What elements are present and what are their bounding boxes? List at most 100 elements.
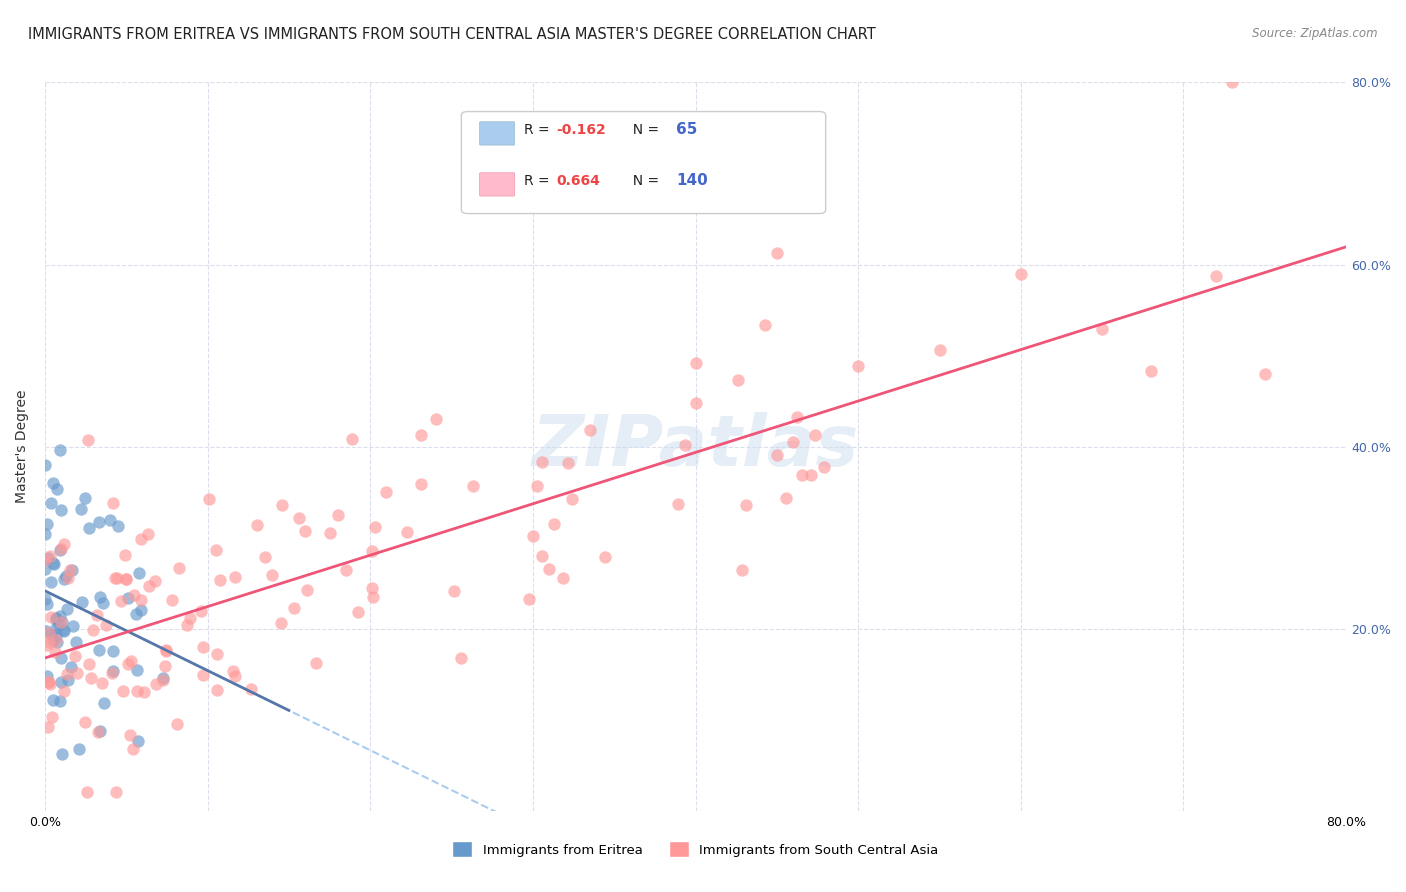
Point [35,638,58,652]
Point [120,654,142,668]
Point [49,542,72,557]
Point [1091,322,1114,336]
Point [138,579,160,593]
Point [101,496,124,510]
Text: N =: N = [624,174,664,188]
Point [335,563,357,577]
Point [93,596,115,610]
Point [766,246,789,260]
Point [39,574,62,589]
Point [73,714,96,729]
Point [44,558,66,572]
Point [52,537,75,551]
Point [735,498,758,512]
Point [450,651,472,665]
Point [125,684,148,698]
Point [136,527,159,541]
Point [1205,268,1227,283]
Point [112,683,135,698]
Point [409,428,432,442]
Point [89,724,111,739]
Point [727,373,749,387]
Point [246,518,269,533]
Point [41,632,63,647]
Point [152,671,174,685]
Point [1010,267,1032,281]
Point [67,742,90,756]
Point [846,359,869,374]
Point [35,669,58,683]
Point [782,434,804,449]
Point [51,675,73,690]
Y-axis label: Master's Degree: Master's Degree [15,390,30,503]
Point [100,666,122,681]
Point [38,634,60,648]
FancyBboxPatch shape [479,173,515,196]
Point [35,517,58,532]
Point [56,602,79,616]
Point [52,572,75,586]
Point [87,515,110,529]
Text: R =: R = [524,123,554,136]
Point [46,482,69,496]
Point [107,519,129,533]
Point [128,566,150,581]
Point [374,484,396,499]
Point [305,657,328,671]
Point [34,562,56,576]
Point [76,785,98,799]
Point [117,591,139,606]
Point [120,728,142,742]
Point [326,508,349,523]
Point [39,627,62,641]
Point [55,569,77,583]
Point [103,643,125,657]
Point [51,615,73,629]
Point [347,605,370,619]
Point [754,318,776,333]
Point [553,571,575,585]
Point [131,592,153,607]
Point [800,468,823,483]
Point [191,640,214,654]
Point [193,668,215,682]
Point [90,675,112,690]
Point [38,625,60,640]
Point [38,549,60,563]
Point [425,412,447,426]
Point [319,525,342,540]
Point [224,570,246,584]
Point [105,571,128,585]
Point [340,432,363,446]
Point [48,608,70,623]
Text: 0.664: 0.664 [557,174,600,188]
Point [134,685,156,699]
Text: N =: N = [624,123,664,136]
Point [790,467,813,482]
FancyBboxPatch shape [479,122,515,145]
Point [89,591,111,605]
Point [87,725,110,739]
Point [69,502,91,516]
Point [87,643,110,657]
Point [198,492,221,507]
Point [443,584,465,599]
Point [110,594,132,608]
Point [361,590,384,604]
Point [297,583,319,598]
Point [65,649,87,664]
Point [522,529,544,543]
Point [52,623,75,637]
Point [561,491,583,506]
Point [44,645,66,659]
Point [80,671,103,685]
Point [117,657,139,671]
Point [283,600,305,615]
Point [104,785,127,799]
Point [56,571,79,585]
Point [37,675,59,690]
Text: 65: 65 [676,122,697,137]
Point [104,571,127,585]
Point [42,557,65,571]
Point [222,664,245,678]
